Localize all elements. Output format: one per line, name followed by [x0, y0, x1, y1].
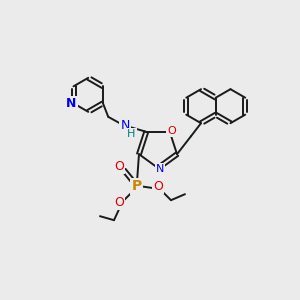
Text: O: O	[114, 196, 124, 209]
Text: N: N	[121, 119, 130, 132]
Text: H: H	[127, 129, 135, 139]
Text: N: N	[156, 164, 164, 174]
Text: N: N	[66, 97, 77, 110]
Text: O: O	[114, 160, 124, 173]
Text: O: O	[167, 126, 176, 136]
Text: P: P	[132, 179, 142, 193]
Text: O: O	[153, 180, 163, 193]
